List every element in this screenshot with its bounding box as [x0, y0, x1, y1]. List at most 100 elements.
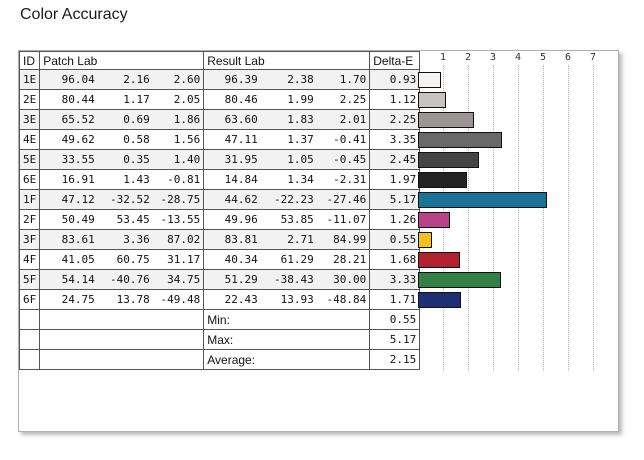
delta-e-value: 2.25	[369, 109, 421, 130]
table-row: 2F 50.49 53.45 -13.55 49.96 53.85 -11.07 1.26	[18, 209, 421, 230]
result-a: 1.34	[260, 169, 317, 190]
result-b: 30.00	[316, 269, 371, 290]
patch-a: 13.78	[97, 289, 153, 310]
patch-b: -0.81	[152, 169, 205, 190]
delta-e-bar-6F	[418, 292, 461, 308]
patch-b: 1.40	[152, 149, 205, 170]
summary-blank-id	[18, 349, 41, 370]
summary-label: Min:	[203, 309, 371, 330]
x-tick-label: 7	[589, 52, 597, 63]
delta-e-header: Delta-E	[369, 51, 421, 70]
row-id: 1E	[18, 69, 41, 90]
patch-b: 2.05	[152, 89, 205, 110]
result-a: 61.29	[260, 249, 317, 270]
summary-label: Max:	[203, 329, 371, 350]
result-b: -0.41	[316, 129, 371, 150]
gridline	[468, 65, 469, 371]
patch-b: 2.60	[152, 69, 205, 90]
row-id: 4F	[18, 249, 41, 270]
patch-a: 1.17	[97, 89, 153, 110]
result-b: -11.07	[316, 209, 371, 230]
patch-l: 80.44	[39, 89, 98, 110]
patch-a: -32.52	[97, 189, 153, 210]
color-accuracy-panel: ID Patch Lab Result Lab Delta-E 1E 96.04 2…	[18, 50, 619, 432]
delta-e-value: 0.93	[369, 69, 421, 90]
table-row: 2E 80.44 1.17 2.05 80.46 1.99 2.25 1.12	[18, 89, 421, 110]
row-id: 3E	[18, 109, 41, 130]
delta-e-bar-4E	[418, 132, 502, 148]
x-tick-label: 3	[489, 52, 497, 63]
result-l: 40.34	[203, 249, 261, 270]
patch-l: 16.91	[39, 169, 98, 190]
result-a: 2.71	[260, 229, 317, 250]
result-a: -38.43	[260, 269, 317, 290]
delta-e-value: 1.68	[369, 249, 421, 270]
gridline	[593, 65, 594, 371]
delta-e-value: 1.12	[369, 89, 421, 110]
result-b: -48.84	[316, 289, 371, 310]
summary-label: Average:	[203, 349, 371, 370]
delta-e-value: 0.55	[369, 229, 421, 250]
result-l: 51.29	[203, 269, 261, 290]
table-row: 4F 41.05 60.75 31.17 40.34 61.29 28.21 1.68	[18, 249, 421, 270]
patch-a: 0.58	[97, 129, 153, 150]
result-b: -0.45	[316, 149, 371, 170]
row-id: 5F	[18, 269, 41, 290]
patch-b: 1.56	[152, 129, 205, 150]
result-b: 84.99	[316, 229, 371, 250]
delta-e-bar-6E	[418, 172, 468, 188]
delta-e-bar-chart: 1 2 3 4 5 6 7	[418, 51, 618, 431]
delta-e-bar-5E	[418, 152, 480, 168]
summary-value: 0.55	[369, 309, 421, 330]
delta-e-value: 3.33	[369, 269, 421, 290]
patch-b: 1.86	[152, 109, 205, 130]
result-b: 1.70	[316, 69, 371, 90]
result-l: 47.11	[203, 129, 261, 150]
table-row: 4E 49.62 0.58 1.56 47.11 1.37 -0.41 3.35	[18, 129, 421, 150]
table-row: 3E 65.52 0.69 1.86 63.60 1.83 2.01 2.25	[18, 109, 421, 130]
patch-l: 65.52	[39, 109, 98, 130]
patch-l: 96.04	[39, 69, 98, 90]
result-l: 80.46	[203, 89, 261, 110]
patch-l: 49.62	[39, 129, 98, 150]
delta-e-value: 3.35	[369, 129, 421, 150]
patch-b: -13.55	[152, 209, 205, 230]
row-id: 3F	[18, 229, 41, 250]
result-a: 1.05	[260, 149, 317, 170]
delta-e-bar-5F	[418, 272, 502, 288]
gridline	[493, 65, 494, 371]
summary-row: Max: 5.17	[18, 329, 421, 350]
patch-a: 1.43	[97, 169, 153, 190]
gridline	[518, 65, 519, 371]
result-b: 28.21	[316, 249, 371, 270]
result-a: 1.99	[260, 89, 317, 110]
delta-e-bar-3E	[418, 112, 475, 128]
summary-blank-patch	[39, 329, 205, 350]
result-a: 1.83	[260, 109, 317, 130]
result-b: 2.25	[316, 89, 371, 110]
table-row: 5E 33.55 0.35 1.40 31.95 1.05 -0.45 2.45	[18, 149, 421, 170]
table-row: 6E 16.91 1.43 -0.81 14.84 1.34 -2.31 1.97	[18, 169, 421, 190]
patch-a: 60.75	[97, 249, 153, 270]
row-id: 6E	[18, 169, 41, 190]
table-row: 1F 47.12 -32.52 -28.75 44.62 -22.23 -27.46 5.17	[18, 189, 421, 210]
x-tick-label: 6	[564, 52, 572, 63]
result-l: 83.81	[203, 229, 261, 250]
delta-e-bar-1F	[418, 192, 548, 208]
result-l: 63.60	[203, 109, 261, 130]
table-row: 5F 54.14 -40.76 34.75 51.29 -38.43 30.00 3.33	[18, 269, 421, 290]
patch-l: 54.14	[39, 269, 98, 290]
result-l: 22.43	[203, 289, 261, 310]
table-row: 3F 83.61 3.36 87.02 83.81 2.71 84.99 0.55	[18, 229, 421, 250]
patch-b: -49.48	[152, 289, 205, 310]
result-a: 2.38	[260, 69, 317, 90]
delta-e-value: 2.45	[369, 149, 421, 170]
row-id: 4E	[18, 129, 41, 150]
delta-e-value: 1.71	[369, 289, 421, 310]
row-id: 1F	[18, 189, 41, 210]
row-id: 6F	[18, 289, 41, 310]
x-tick-label: 1	[439, 52, 447, 63]
patch-l: 83.61	[39, 229, 98, 250]
patch-l: 33.55	[39, 149, 98, 170]
delta-e-value: 1.26	[369, 209, 421, 230]
